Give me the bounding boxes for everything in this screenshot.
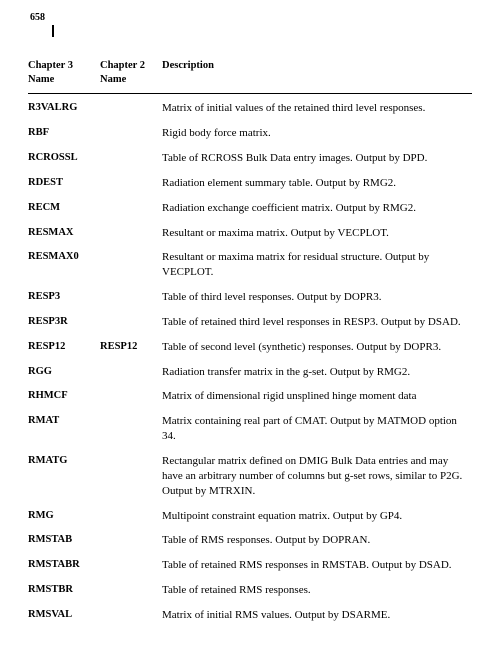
table-row: RECM Radiation exchange coefficient matri… — [28, 196, 472, 221]
description-cell: Matrix containing real part of CMAT. Out… — [162, 409, 472, 449]
description-cell: Matrix of dimensional rigid unsplined hi… — [162, 384, 472, 409]
ch2-name-cell — [100, 528, 162, 553]
description-cell: Resultant or maxima matrix. Output by VE… — [162, 221, 472, 246]
ch3-name-cell: RESMAX0 — [28, 245, 100, 285]
ch2-name-cell — [100, 171, 162, 196]
ch3-name-cell: RHMCF — [28, 384, 100, 409]
ch2-name-cell — [100, 196, 162, 221]
ch2-name-cell — [100, 578, 162, 603]
description-cell: Table of second level (synthetic) respon… — [162, 335, 472, 360]
ch3-name-cell: RMSTAB — [28, 528, 100, 553]
ch3-name-cell: RESMAX — [28, 221, 100, 246]
ch2-name-cell — [100, 360, 162, 385]
table-row: RESP12RESP12Table of second level (synth… — [28, 335, 472, 360]
description-cell: Table of RMS responses. Output by DOPRAN… — [162, 528, 472, 553]
ch3-name-cell: RMSVAL — [28, 603, 100, 628]
description-cell: Multipoint constraint equation matrix. O… — [162, 504, 472, 529]
page-number: 658 — [28, 12, 472, 23]
description-cell: Table of third level responses. Output b… — [162, 285, 472, 310]
ch3-name-cell: RESP12 — [28, 335, 100, 360]
ch3-name-cell: RESP3 — [28, 285, 100, 310]
ch2-name-cell — [100, 449, 162, 504]
ch3-name-cell: RCROSSL — [28, 146, 100, 171]
table-row: RCROSSL Table of RCROSS Bulk Data entry i… — [28, 146, 472, 171]
description-cell: Matrix of initial values of the retained… — [162, 94, 472, 121]
table-row: RESP3 Table of third level responses. Out… — [28, 285, 472, 310]
table-row: RMSTAB Table of RMS responses. Output by … — [28, 528, 472, 553]
table-row: RESMAX Resultant or maxima matrix. Output… — [28, 221, 472, 246]
ch2-name-cell — [100, 310, 162, 335]
table-row: RMATG Rectangular matrix defined on DMIG … — [28, 449, 472, 504]
table-row: RGG Radiation transfer matrix in the g-se… — [28, 360, 472, 385]
ch2-name-cell — [100, 384, 162, 409]
table-header-row: Chapter 3 Name Chapter 2 Name Descriptio… — [28, 55, 472, 94]
table-row: RMSTBR Table of retained RMS responses. — [28, 578, 472, 603]
reference-table: Chapter 3 Name Chapter 2 Name Descriptio… — [28, 55, 472, 628]
ch3-name-cell: RDEST — [28, 171, 100, 196]
ch3-name-cell: RESP3R — [28, 310, 100, 335]
ch2-name-cell — [100, 146, 162, 171]
ch3-name-cell: RECM — [28, 196, 100, 221]
table-row: RDEST Radiation element summary table. Ou… — [28, 171, 472, 196]
ch2-name-cell — [100, 553, 162, 578]
description-cell: Rectangular matrix defined on DMIG Bulk … — [162, 449, 472, 504]
description-cell: Radiation exchange coefficient matrix. O… — [162, 196, 472, 221]
description-cell: Radiation transfer matrix in the g-set. … — [162, 360, 472, 385]
ch3-name-cell: RMAT — [28, 409, 100, 449]
description-cell: Table of retained RMS responses. — [162, 578, 472, 603]
ch3-name-cell: RMSTBR — [28, 578, 100, 603]
page-header-tick — [52, 25, 54, 37]
ch2-name-cell — [100, 245, 162, 285]
description-cell: Matrix of initial RMS values. Output by … — [162, 603, 472, 628]
table-row: RESP3R Table of retained third level resp… — [28, 310, 472, 335]
header-ch3: Chapter 3 Name — [28, 55, 100, 94]
ch2-name-cell: RESP12 — [100, 335, 162, 360]
ch3-name-cell: R3VALRG — [28, 94, 100, 121]
ch2-name-cell — [100, 409, 162, 449]
ch3-name-cell: RGG — [28, 360, 100, 385]
ch3-name-cell: RBF — [28, 121, 100, 146]
ch2-name-cell — [100, 603, 162, 628]
table-row: RMSTABR Table of retained RMS responses i… — [28, 553, 472, 578]
header-desc: Description — [162, 55, 472, 94]
ch2-name-cell — [100, 285, 162, 310]
ch3-name-cell: RMG — [28, 504, 100, 529]
table-row: RMG Multipoint constraint equation matrix… — [28, 504, 472, 529]
table-row: RHMCF Matrix of dimensional rigid unsplin… — [28, 384, 472, 409]
table-row: RESMAX0 Resultant or maxima matrix for re… — [28, 245, 472, 285]
description-cell: Radiation element summary table. Output … — [162, 171, 472, 196]
ch3-name-cell: RMATG — [28, 449, 100, 504]
description-cell: Rigid body force matrix. — [162, 121, 472, 146]
header-ch2: Chapter 2 Name — [100, 55, 162, 94]
ch2-name-cell — [100, 221, 162, 246]
table-row: RMAT Matrix containing real part of CMAT.… — [28, 409, 472, 449]
table-row: RBF Rigid body force matrix. — [28, 121, 472, 146]
ch2-name-cell — [100, 121, 162, 146]
description-cell: Table of retained RMS responses in RMSTA… — [162, 553, 472, 578]
table-row: R3VALRG Matrix of initial values of the r… — [28, 94, 472, 121]
description-cell: Resultant or maxima matrix for residual … — [162, 245, 472, 285]
ch2-name-cell — [100, 504, 162, 529]
description-cell: Table of retained third level responses … — [162, 310, 472, 335]
table-row: RMSVAL Matrix of initial RMS values. Outp… — [28, 603, 472, 628]
ch3-name-cell: RMSTABR — [28, 553, 100, 578]
description-cell: Table of RCROSS Bulk Data entry images. … — [162, 146, 472, 171]
ch2-name-cell — [100, 94, 162, 121]
